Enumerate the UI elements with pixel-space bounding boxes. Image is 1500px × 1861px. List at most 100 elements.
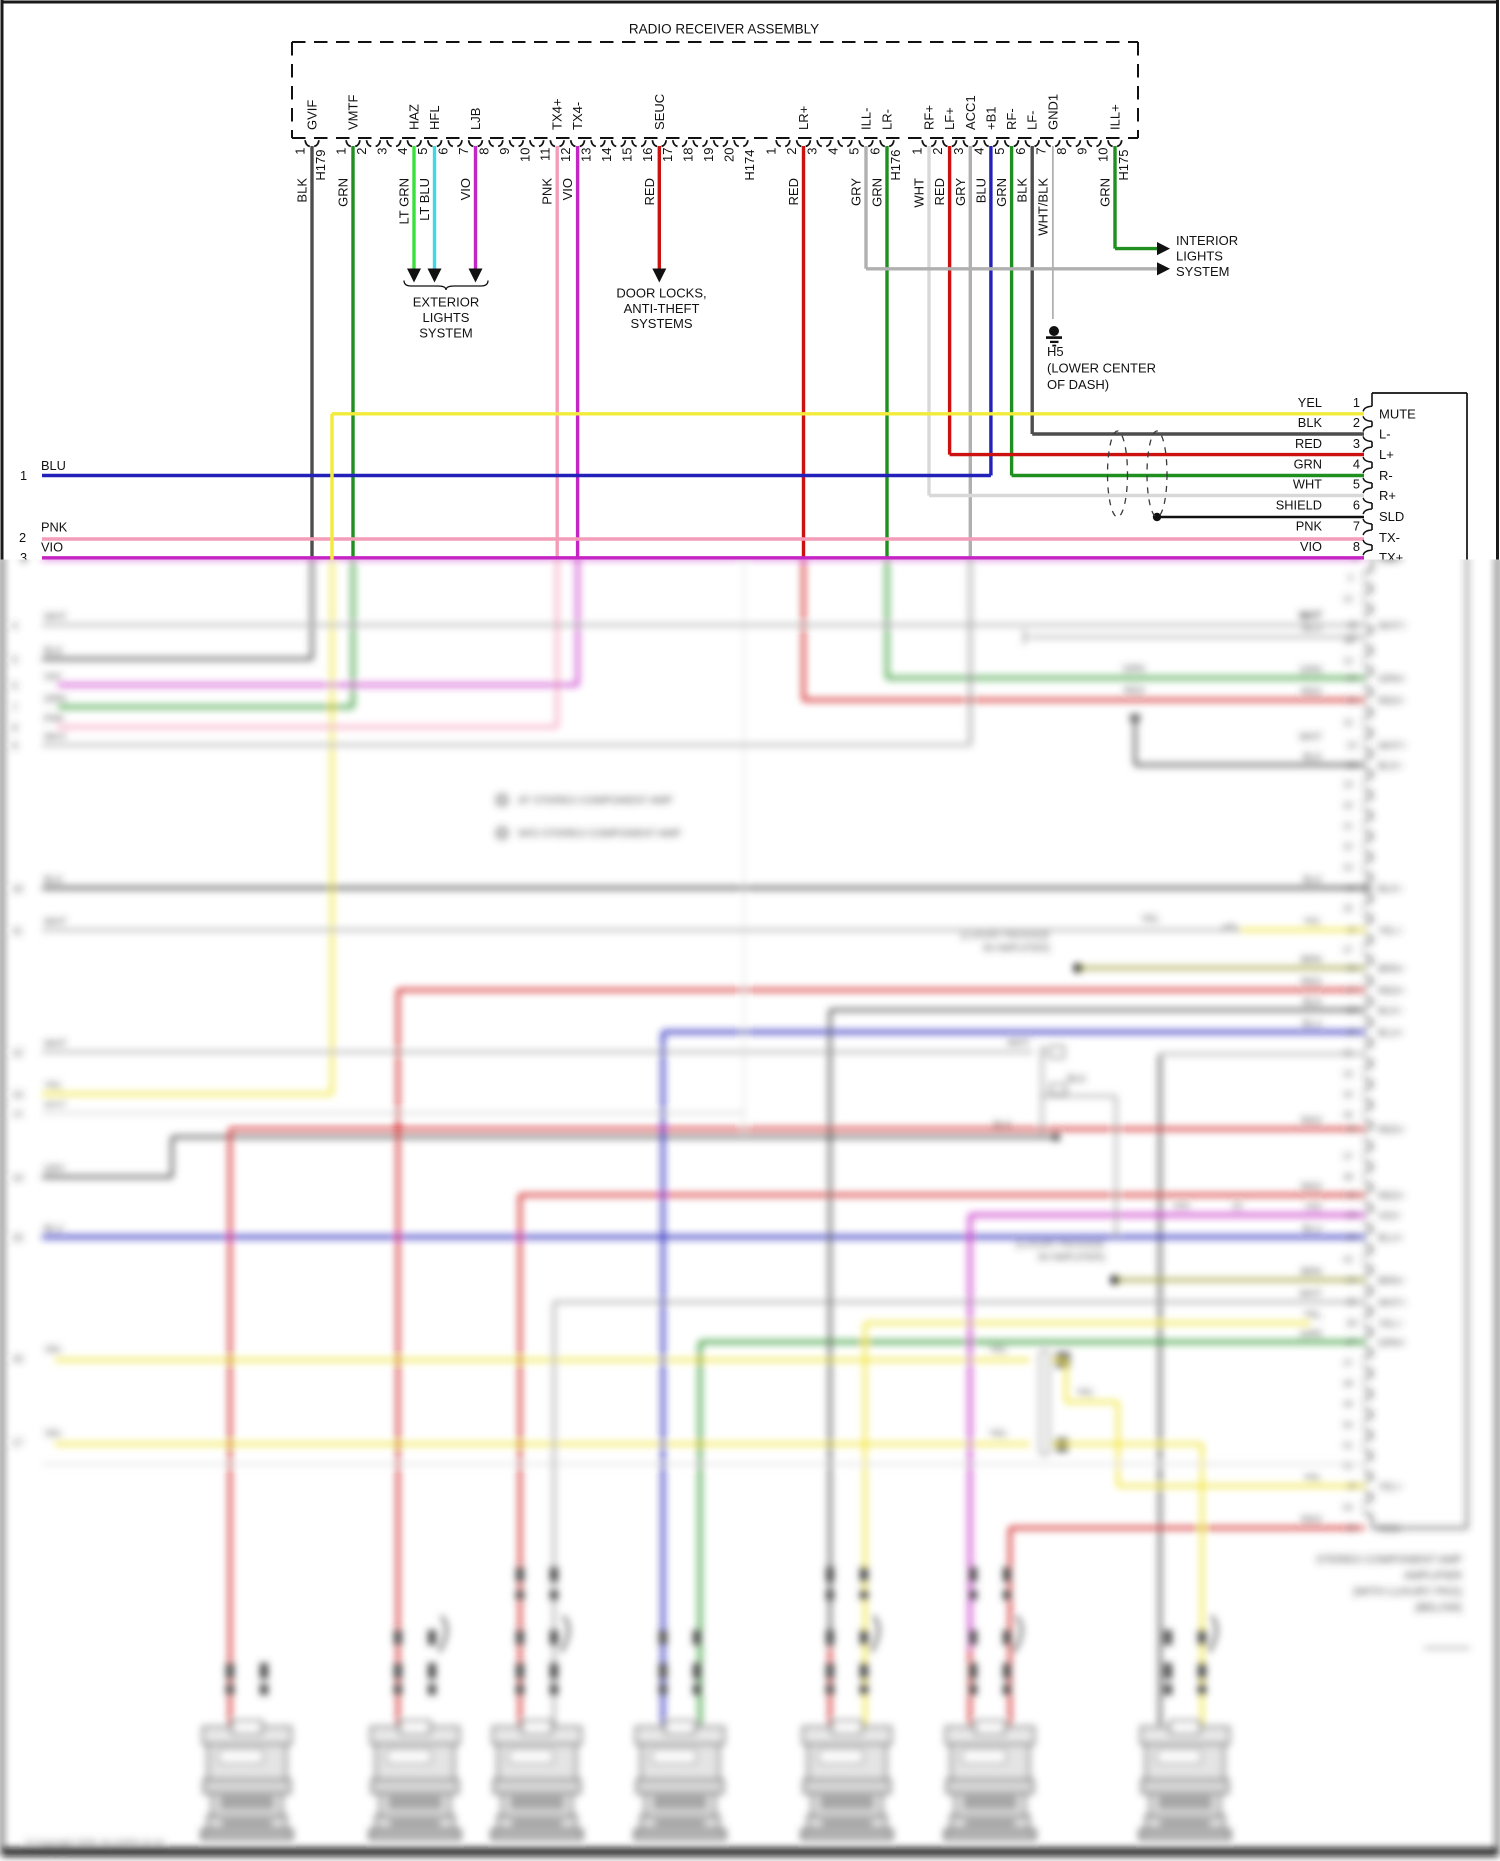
svg-text:3: 3 <box>1353 436 1360 451</box>
svg-text:5: 5 <box>12 655 18 666</box>
svg-text:YEL: YEL <box>989 1345 1008 1356</box>
svg-text:RED: RED <box>1301 977 1322 988</box>
svg-text:2: 2 <box>1353 415 1360 430</box>
svg-text:H5: H5 <box>1047 344 1064 359</box>
svg-text:20: 20 <box>1343 800 1353 810</box>
svg-text:20: 20 <box>721 148 736 162</box>
svg-text:42: 42 <box>1343 1255 1353 1265</box>
svg-text:5: 5 <box>992 148 1007 155</box>
svg-text:L+: L+ <box>1379 447 1394 462</box>
svg-text:12: 12 <box>558 148 573 162</box>
svg-text:49: 49 <box>1343 1399 1353 1409</box>
svg-text:23: 23 <box>1343 862 1353 872</box>
svg-text:51: 51 <box>1343 1441 1353 1451</box>
svg-text:19: 19 <box>1343 780 1353 790</box>
svg-text:2: 2 <box>930 148 945 155</box>
svg-text:7: 7 <box>12 703 18 714</box>
svg-text:PNK: PNK <box>540 178 555 205</box>
svg-text:SYSTEM: SYSTEM <box>1176 264 1229 279</box>
svg-text:13: 13 <box>12 1090 24 1101</box>
svg-text:WHT/BLK: WHT/BLK <box>1035 178 1050 236</box>
svg-text:32: 32 <box>1343 1048 1353 1058</box>
svg-text:ILL+: ILL+ <box>1108 104 1123 130</box>
svg-text:14: 14 <box>599 148 614 162</box>
svg-text:7: 7 <box>456 148 471 155</box>
svg-text:54: 54 <box>1343 1503 1353 1513</box>
svg-text:VIO+: VIO+ <box>1378 1211 1401 1222</box>
svg-text:27: 27 <box>1346 1337 1357 1348</box>
svg-text:2: 2 <box>784 148 799 155</box>
svg-text:BLK+: BLK+ <box>1378 884 1403 895</box>
svg-text:BLK: BLK <box>1298 415 1323 430</box>
svg-text:6: 6 <box>1013 148 1028 155</box>
svg-text:RED: RED <box>1124 686 1145 697</box>
svg-text:BLK+: BLK+ <box>1378 761 1403 772</box>
svg-text:BLK: BLK <box>1303 875 1322 886</box>
svg-text:8: 8 <box>1352 553 1357 564</box>
svg-text:6: 6 <box>1353 498 1360 513</box>
svg-text:© Copyright 2009, ALLDATA 10: © Copyright 2009, ALLDATA 10.10 <box>26 1838 164 1848</box>
svg-text:GRN: GRN <box>1098 178 1113 207</box>
svg-text:10: 10 <box>12 884 24 895</box>
svg-text:13: 13 <box>579 148 594 162</box>
svg-text:RED: RED <box>1301 1515 1322 1526</box>
svg-text:SLD: SLD <box>1379 509 1404 524</box>
svg-text:GRY: GRY <box>953 178 968 206</box>
svg-text:VMTF: VMTF <box>346 95 361 130</box>
svg-text:1: 1 <box>20 468 27 483</box>
svg-text:LR-: LR- <box>880 109 895 130</box>
svg-text:34: 34 <box>1343 1089 1353 1099</box>
svg-text:LT BLU: LT BLU <box>417 178 432 221</box>
svg-text:47: 47 <box>1343 1358 1353 1368</box>
svg-text:19: 19 <box>701 148 716 162</box>
svg-text:LJB: LJB <box>468 108 483 130</box>
svg-text:8: 8 <box>1353 539 1360 554</box>
svg-text:+B1: +B1 <box>983 107 998 131</box>
svg-text:22: 22 <box>1343 842 1353 852</box>
svg-text:LF+: LF+ <box>942 107 957 130</box>
svg-text:WHT: WHT <box>1299 612 1322 623</box>
svg-text:GRY: GRY <box>44 1164 66 1175</box>
svg-text:VIO: VIO <box>41 540 63 555</box>
svg-text:YEL: YEL <box>1303 1473 1322 1484</box>
svg-text:5: 5 <box>847 148 862 155</box>
svg-text:HAZ: HAZ <box>407 104 422 130</box>
svg-text:RED+: RED+ <box>1378 696 1405 707</box>
svg-text:11: 11 <box>538 148 553 162</box>
svg-text:3: 3 <box>20 550 27 565</box>
svg-text:H176: H176 <box>888 150 903 181</box>
svg-text:TX4+: TX4+ <box>550 99 565 130</box>
svg-text:3: 3 <box>951 148 966 155</box>
svg-text:PNK: PNK <box>44 714 65 725</box>
svg-text:YEL: YEL <box>989 1429 1008 1440</box>
svg-text:WHT: WHT <box>1299 1289 1322 1300</box>
svg-text:(WITH LUXURY PKG): (WITH LUXURY PKG) <box>1353 1586 1462 1598</box>
svg-text:HFL: HFL <box>427 105 442 130</box>
svg-text:(LOWER CENTER: (LOWER CENTER <box>1047 361 1156 376</box>
svg-text:BRN+: BRN+ <box>1378 964 1405 975</box>
svg-text:12: 12 <box>1346 740 1357 751</box>
svg-text:15: 15 <box>619 148 634 162</box>
svg-text:25: 25 <box>1343 904 1353 914</box>
svg-text:(LUXURY PACKAGE: (LUXURY PACKAGE <box>961 930 1050 941</box>
svg-text:YEL+: YEL+ <box>1378 1482 1403 1493</box>
svg-text:BRN+: BRN+ <box>1378 1276 1405 1287</box>
svg-text:9: 9 <box>12 741 18 752</box>
svg-text:8: 8 <box>476 148 491 155</box>
svg-text:17: 17 <box>1346 985 1357 996</box>
svg-text:LR+: LR+ <box>796 106 811 130</box>
svg-text:4: 4 <box>1353 457 1360 472</box>
svg-text:8: 8 <box>1054 148 1069 155</box>
svg-text:GRN: GRN <box>44 694 66 705</box>
svg-text:13: 13 <box>1343 656 1353 666</box>
svg-text:INTERIOR: INTERIOR <box>1176 233 1238 248</box>
svg-text:YEL+: YEL+ <box>1378 926 1403 937</box>
svg-text:YEL: YEL <box>1141 914 1160 925</box>
svg-text:20: 20 <box>1346 1124 1357 1135</box>
svg-text:RED: RED <box>786 178 801 205</box>
svg-text:RF+: RF+ <box>922 105 937 130</box>
svg-text:SEUC: SEUC <box>652 94 667 130</box>
svg-text:6: 6 <box>868 148 883 155</box>
svg-text:GRN: GRN <box>1300 1329 1322 1340</box>
svg-text:H175: H175 <box>1116 150 1131 181</box>
